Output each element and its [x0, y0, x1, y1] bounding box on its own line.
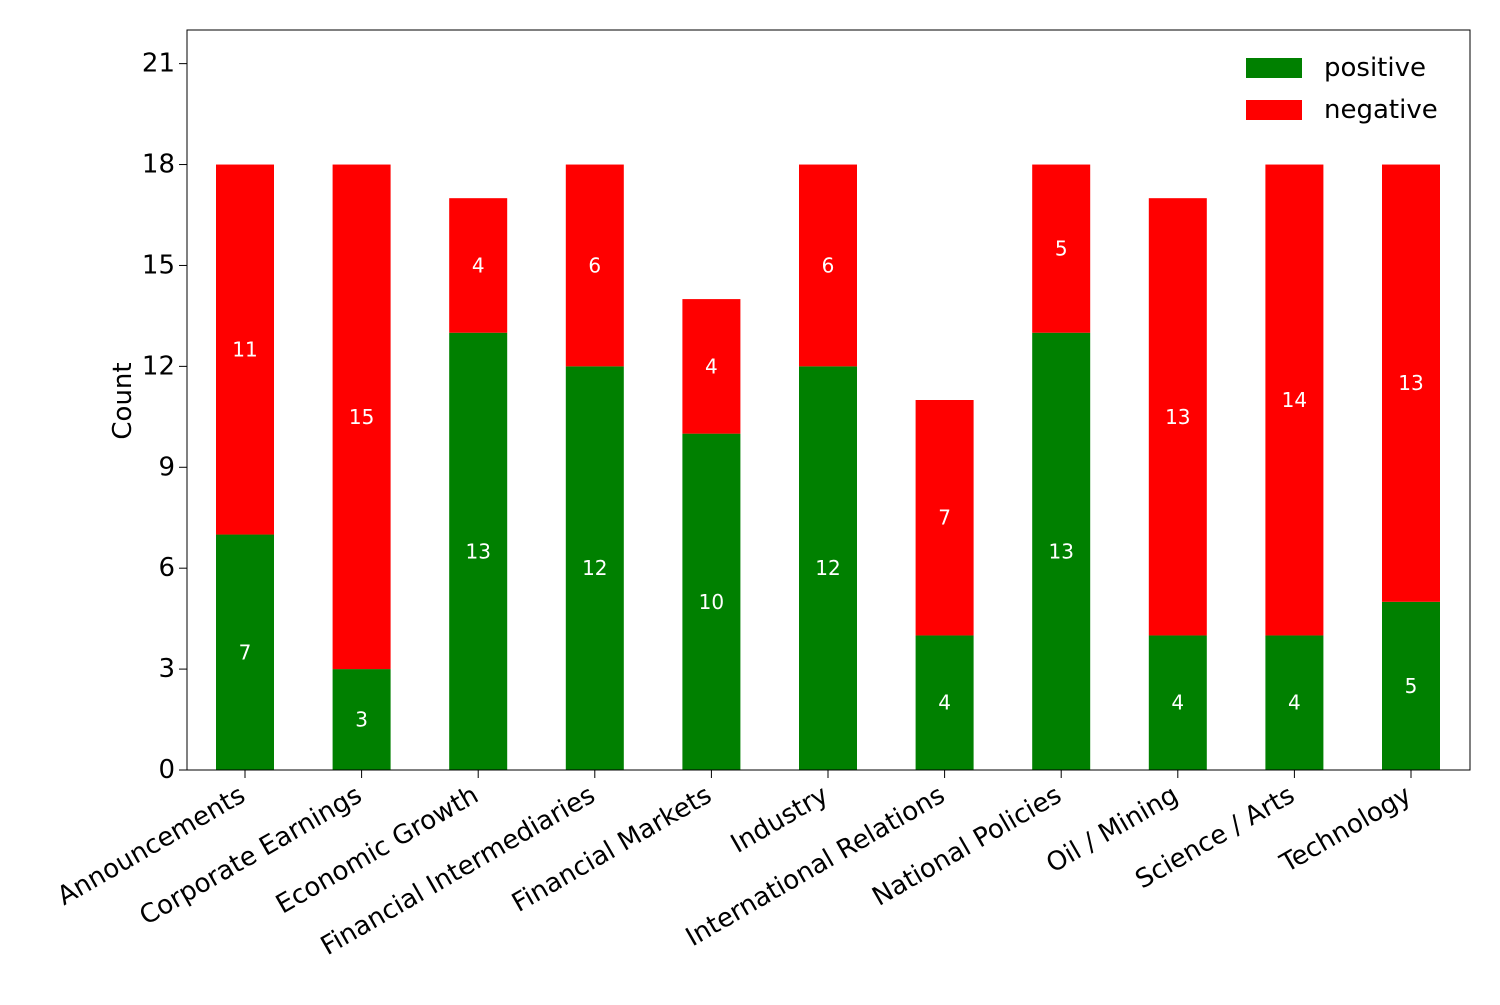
x-tick-label-1: Corporate Earnings [135, 780, 367, 932]
bar-positive-6 [915, 635, 974, 770]
bar-positive-7 [1032, 332, 1091, 770]
data-label-negative-7: 5 [1055, 237, 1068, 261]
data-label-positive-1: 3 [355, 708, 368, 732]
bar-positive-1 [332, 669, 391, 770]
bar-negative-9 [1265, 164, 1324, 636]
x-tick-label-7: National Policies [867, 780, 1066, 912]
bar-negative-7 [1032, 164, 1091, 333]
y-tick-label-15: 15 [142, 250, 175, 280]
bar-negative-0 [216, 164, 274, 535]
y-tick-label-9: 9 [158, 452, 175, 482]
legend-swatch-positive [1246, 58, 1302, 78]
bar-negative-2 [449, 198, 508, 333]
data-label-negative-3: 6 [588, 253, 601, 277]
data-label-positive-8: 4 [1171, 691, 1184, 715]
bar-negative-10 [1382, 164, 1440, 602]
bar-negative-5 [799, 164, 857, 367]
data-label-negative-5: 6 [822, 253, 835, 277]
bar-negative-4 [682, 299, 741, 434]
y-tick-label-21: 21 [142, 49, 175, 79]
bar-positive-10 [1382, 601, 1440, 770]
bar-negative-1 [332, 164, 391, 670]
data-label-positive-4: 10 [699, 590, 724, 614]
legend-swatch-negative [1246, 100, 1302, 120]
x-tick-label-4: Financial Markets [507, 780, 717, 919]
data-label-positive-5: 12 [815, 556, 840, 580]
data-label-negative-2: 4 [472, 253, 485, 277]
data-labels-layer: 7 11 3 15 13 4 12 6 10 4 12 6 4 7 13 5 4 13 4 14 5 13 [232, 237, 1423, 732]
data-label-positive-10: 5 [1405, 674, 1418, 698]
bar-positive-0 [216, 534, 274, 770]
bar-positive-8 [1148, 635, 1207, 770]
bars-layer [216, 164, 1440, 770]
data-label-negative-6: 7 [938, 506, 951, 530]
data-label-negative-9: 14 [1282, 388, 1307, 412]
bar-positive-3 [565, 366, 624, 770]
x-tick-label-0: Announcements [52, 780, 250, 912]
data-label-negative-10: 13 [1398, 371, 1423, 395]
bar-negative-3 [565, 164, 624, 367]
data-label-positive-9: 4 [1288, 691, 1301, 715]
data-label-negative-1: 15 [349, 405, 374, 429]
data-label-negative-0: 11 [232, 338, 257, 362]
data-label-negative-4: 4 [705, 354, 718, 378]
data-label-positive-0: 7 [239, 640, 252, 664]
bar-positive-2 [449, 332, 508, 770]
x-tick-label-10: Technology [1275, 780, 1417, 879]
y-tick-label-18: 18 [142, 150, 175, 180]
y-axis-label: Count [108, 362, 138, 439]
bar-positive-5 [799, 366, 857, 770]
data-label-positive-7: 13 [1048, 539, 1073, 563]
data-label-positive-6: 4 [938, 691, 951, 715]
data-label-negative-8: 13 [1165, 405, 1190, 429]
data-label-positive-2: 13 [465, 539, 490, 563]
bar-negative-8 [1148, 198, 1207, 636]
legend: positive negative [1246, 53, 1438, 125]
legend-label-negative: negative [1324, 95, 1438, 125]
legend-label-positive: positive [1324, 53, 1426, 83]
y-tick-label-0: 0 [158, 755, 175, 785]
bar-negative-6 [915, 400, 974, 636]
y-tick-label-3: 3 [158, 654, 175, 684]
bar-positive-9 [1265, 635, 1324, 770]
y-tick-label-12: 12 [142, 351, 175, 381]
y-axis: 0 3 6 9 12 15 18 21 [142, 49, 187, 785]
data-label-positive-3: 12 [582, 556, 607, 580]
bar-positive-4 [682, 433, 741, 770]
y-tick-label-6: 6 [158, 553, 175, 583]
